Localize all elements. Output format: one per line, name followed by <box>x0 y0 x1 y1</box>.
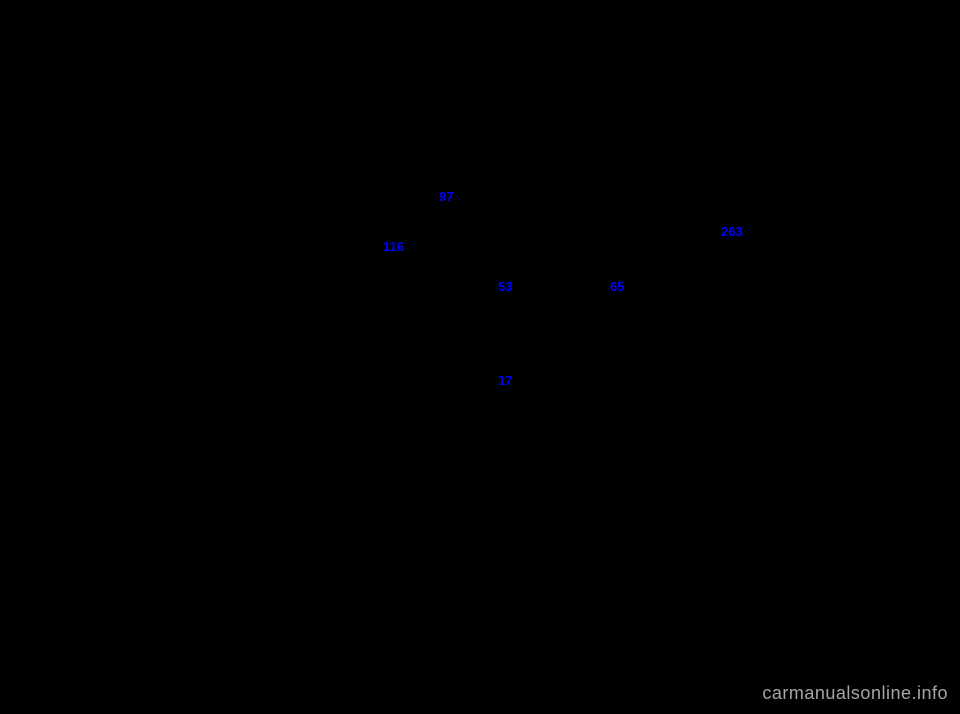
page-reference-53[interactable]: 53 <box>498 280 512 293</box>
page-reference-65[interactable]: 65 <box>610 280 624 293</box>
page-reference-97[interactable]: 97 <box>439 190 453 203</box>
watermark-text: carmanualsonline.info <box>762 683 948 704</box>
page-reference-17[interactable]: 17 <box>498 374 512 387</box>
page-container: 97 116 263 53 65 17 carmanualsonline.inf… <box>0 0 960 714</box>
page-reference-263[interactable]: 263 <box>721 225 743 238</box>
page-reference-116[interactable]: 116 <box>383 240 404 253</box>
